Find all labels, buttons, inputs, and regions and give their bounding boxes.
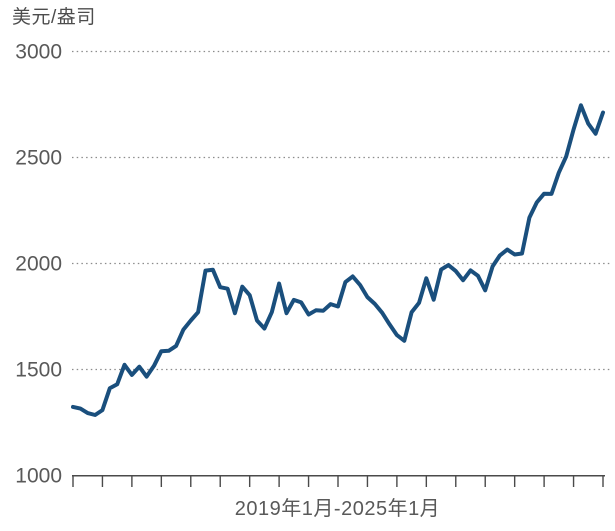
y-tick-label: 3000 (15, 41, 62, 64)
y-tick-label: 2000 (15, 253, 62, 276)
y-tick-label: 1000 (15, 465, 62, 488)
y-axis-unit-label: 美元/盎司 (12, 7, 96, 28)
y-tick-label: 1500 (15, 359, 62, 382)
y-tick-label: 2500 (15, 147, 62, 170)
x-axis-range-label: 2019年1月-2025年1月 (234, 498, 441, 520)
price-line (71, 103, 605, 417)
